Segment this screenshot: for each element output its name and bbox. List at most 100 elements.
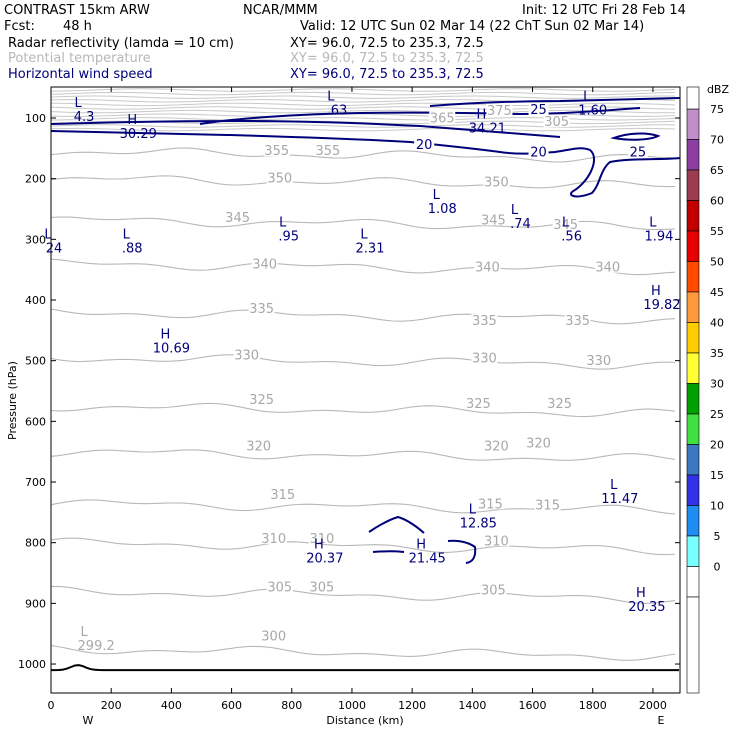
plot-frame [50, 86, 681, 694]
x-tick-label: 1000 [338, 699, 366, 712]
wind-contour-label: 25 [630, 145, 647, 160]
theta-label-bg [546, 397, 573, 410]
colorbar-level-label: 20 [710, 439, 724, 452]
theta-contour-label: 310 [484, 534, 509, 549]
field-wind-xy: XY= 96.0, 72.5 to 235.3, 72.5 [290, 67, 484, 82]
wind-extremum-value: 24 [46, 241, 63, 256]
y-tick-label: 700 [25, 476, 46, 489]
theta-label-bg [248, 301, 275, 314]
colorbar-level-label: 45 [710, 286, 724, 299]
x-tick-label: 1200 [398, 699, 426, 712]
theta-label-bg [486, 104, 513, 117]
theta-label-bg [314, 144, 341, 157]
colorbar-swatch [686, 139, 700, 171]
theta-contour-label: 325 [547, 397, 572, 412]
colorbar-level-label: 55 [710, 225, 724, 238]
wind-extremum-marker: H [416, 537, 426, 552]
colorbar-swatch [686, 291, 700, 323]
theta-label-bg [552, 218, 579, 231]
wind-extremum-marker: L [360, 227, 368, 242]
theta-contour-label: 355 [264, 144, 289, 159]
wind-extremum-marker: L [469, 502, 477, 517]
colorbar-swatch [686, 505, 700, 537]
theta-contour-label: 305 [544, 115, 569, 130]
wind-extremum-marker: L [123, 227, 131, 242]
theta-label-bg [525, 436, 552, 449]
wind-extremum-value: 2.31 [356, 241, 385, 256]
theta-contour-label: 330 [234, 349, 259, 364]
theta-contour-label: 355 [315, 144, 340, 159]
wind-extremum-marker: L [562, 215, 570, 230]
wind-extremum-value: 34.21 [469, 121, 506, 136]
stratosphere-isoline [50, 106, 676, 110]
colorbar-bottom-cap [686, 596, 700, 694]
wind-extremum-marker: L [583, 90, 591, 105]
wind-extremum-value: 12.85 [460, 516, 497, 531]
theta-isoline-350 [50, 175, 676, 189]
wind-extremum-marker: L [610, 478, 618, 493]
x-tick-label: 1600 [519, 699, 547, 712]
theta-contour-label: 330 [586, 354, 611, 369]
wind-extremum-value: 1.08 [428, 202, 457, 217]
colorbar-level-label: 0 [714, 561, 721, 574]
colorbar-swatch [686, 108, 700, 140]
theta-contour-label: 340 [475, 261, 500, 276]
colorbar-level-label: 15 [710, 469, 724, 482]
theta-label-bg [266, 580, 293, 593]
colorbar-swatch [686, 413, 700, 445]
x-tick-label: 1800 [579, 699, 607, 712]
wind-extremum-marker: L [74, 96, 82, 111]
wind-extremum-marker: L [511, 203, 519, 218]
colorbar-level-label: 35 [710, 347, 724, 360]
valid-time: Valid: 12 UTC Sun 02 Mar 14 (22 ChT Sun … [300, 19, 644, 34]
wind-extremum-marker: L [279, 215, 287, 230]
theta-isoline-330 [50, 354, 676, 370]
theta-contour-label: 325 [249, 393, 274, 408]
wind-extremum-marker: H [127, 113, 137, 128]
wind-extremum-value: 4.3 [74, 110, 95, 125]
wind-contour [610, 132, 661, 141]
theta-label-bg [251, 257, 278, 270]
theta-label-bg [465, 397, 492, 410]
y-tick-label: 600 [25, 415, 46, 428]
wind-extremum-value: 20.37 [306, 551, 343, 566]
theta-isoline-320 [50, 449, 676, 461]
field-theta-name: Potential temperature [8, 51, 151, 66]
theta-isoline-310 [50, 537, 676, 556]
model-title: CONTRAST 15km ARW [4, 3, 150, 18]
theta-contour-label: 315 [478, 497, 503, 512]
theta-label-bg [477, 497, 504, 510]
field-reflectivity-xy: XY= 96.0, 72.5 to 235.3, 72.5 [290, 36, 484, 51]
wind-contour [50, 130, 681, 198]
theta-label-bg [233, 348, 260, 361]
theta-label-bg [308, 531, 335, 544]
wind-extremum-value: .74 [510, 217, 531, 232]
wind-extremum-value: 30.29 [120, 127, 157, 142]
wind-label-bg [414, 138, 435, 151]
colorbar-level-label: 65 [710, 164, 724, 177]
theta-isoline-340 [50, 258, 676, 276]
wind-extremum-value: .88 [122, 241, 143, 256]
theta-contour-label: 335 [249, 302, 274, 317]
surface-terrain-line [51, 664, 679, 672]
theta-contour-label: 315 [535, 499, 560, 514]
x-tick-label: 0 [48, 699, 55, 712]
forecast-hours: 48 h [63, 19, 92, 34]
theta-label-bg [534, 498, 561, 511]
colorbar-level-label: 60 [710, 195, 724, 208]
theta-isoline-305 [51, 585, 676, 604]
theta-contour-label: 375 [487, 104, 512, 119]
y-tick-label: 100 [25, 112, 46, 125]
theta-contour-label: 330 [472, 352, 497, 367]
wind-extremum-value: 19.82 [643, 298, 680, 313]
field-theta-xy: XY= 96.0, 72.5 to 235.3, 72.5 [290, 51, 484, 66]
colorbar-top-cap [686, 86, 700, 110]
theta-label-bg [585, 354, 612, 367]
theta-label-bg [260, 629, 287, 642]
theta-contour-label: 325 [466, 397, 491, 412]
theta-label-bg [474, 260, 501, 273]
wind-extremum-value: 11.47 [601, 492, 638, 507]
theta-label-bg [266, 171, 293, 184]
